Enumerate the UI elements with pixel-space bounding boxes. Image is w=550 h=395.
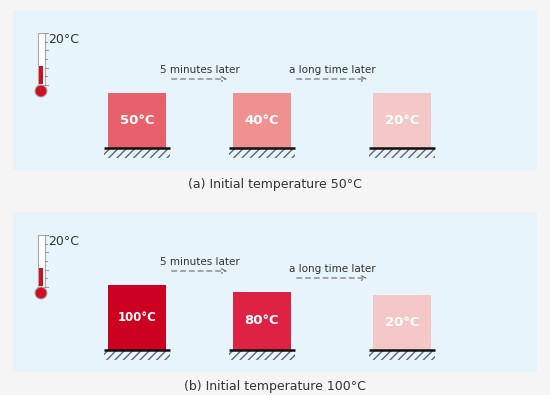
Text: 80°C: 80°C: [245, 314, 279, 327]
Text: 20°C: 20°C: [48, 235, 79, 248]
Bar: [229, 148, 295, 158]
Bar: [373, 295, 431, 350]
Bar: [104, 350, 170, 360]
Bar: [39, 268, 43, 286]
Text: 100°C: 100°C: [118, 311, 156, 324]
Circle shape: [35, 85, 47, 97]
Bar: [104, 148, 170, 158]
Bar: [369, 350, 435, 360]
Text: a long time later: a long time later: [289, 264, 375, 274]
Bar: [37, 33, 45, 85]
Text: 5 minutes later: 5 minutes later: [160, 65, 239, 75]
Text: a long time later: a long time later: [289, 65, 375, 75]
Bar: [39, 66, 43, 84]
Text: 20°C: 20°C: [48, 33, 79, 46]
Text: (b) Initial temperature 100°C: (b) Initial temperature 100°C: [184, 380, 366, 393]
Bar: [233, 93, 291, 148]
Text: 40°C: 40°C: [245, 114, 279, 127]
Bar: [229, 350, 295, 360]
Bar: [108, 285, 166, 350]
Bar: [13, 212, 537, 372]
Bar: [373, 93, 431, 148]
Text: (a) Initial temperature 50°C: (a) Initial temperature 50°C: [188, 178, 362, 191]
Text: 20°C: 20°C: [385, 316, 419, 329]
Text: 50°C: 50°C: [120, 114, 154, 127]
Bar: [37, 235, 45, 287]
Bar: [233, 292, 291, 350]
Text: 20°C: 20°C: [385, 114, 419, 127]
Bar: [13, 10, 537, 170]
Bar: [369, 148, 435, 158]
Circle shape: [35, 287, 47, 299]
Bar: [108, 93, 166, 148]
Text: 5 minutes later: 5 minutes later: [160, 257, 239, 267]
